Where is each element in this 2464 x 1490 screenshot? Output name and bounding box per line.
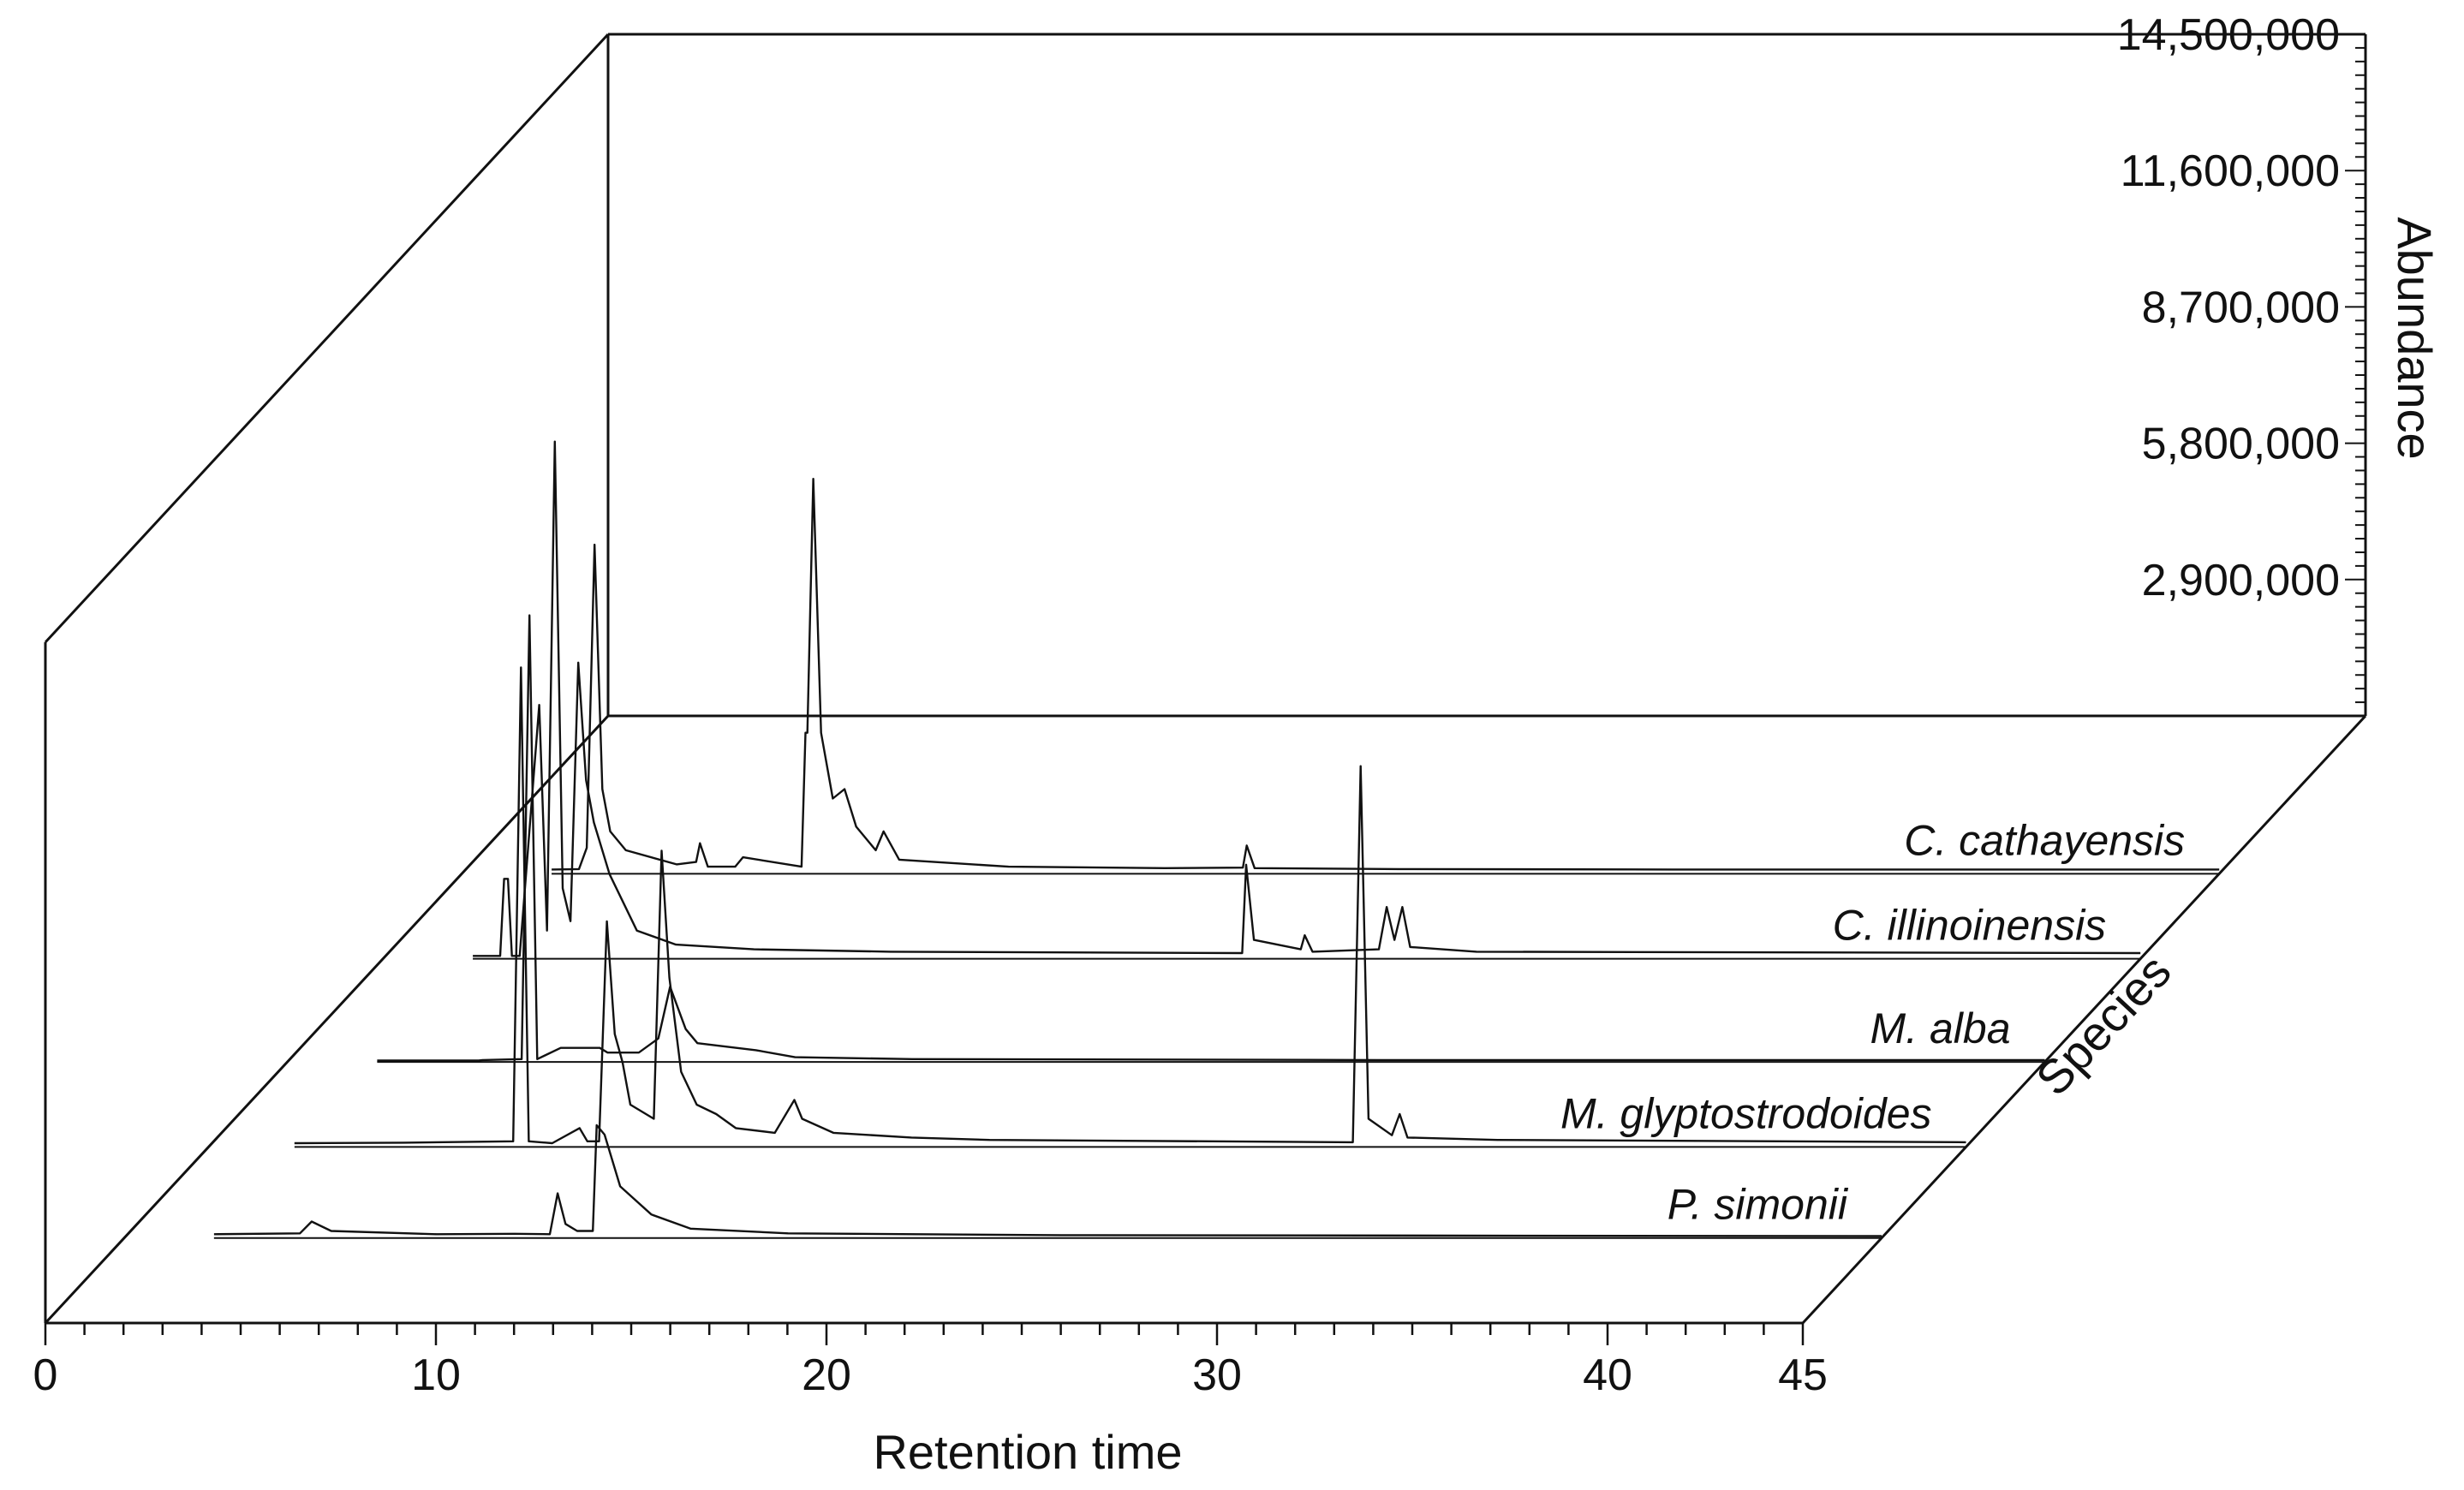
x-axis-title: Retention time <box>873 1425 1182 1479</box>
x-tick-label: 10 <box>411 1350 461 1400</box>
series-label: M. glyptostrodoides <box>1560 1089 1932 1137</box>
series-p-simonii: P. simonii <box>213 1123 1882 1239</box>
x-tick-label: 20 <box>802 1350 851 1400</box>
series-c-illinoinensis: C. illinoinensis <box>473 440 2141 960</box>
series-layer: P. simonii M. glyptostrodoides M. alba C. i… <box>213 440 2220 1239</box>
y-tick-label: 14,500,000 <box>2117 10 2340 60</box>
y-axis-ticks: 2,900,000 5,800,000 8,700,000 11,600,000 14,… <box>2117 10 2366 717</box>
x-tick-label: 45 <box>1778 1350 1828 1400</box>
y-axis-title: Abundance <box>2388 217 2442 459</box>
series-label: P. simonii <box>1668 1181 1849 1229</box>
plot-frame <box>44 33 2367 1325</box>
series-label: M. alba <box>1870 1004 2011 1052</box>
series-c-cathayensis: C. cathayensis <box>552 478 2220 875</box>
series-trace <box>552 478 2220 871</box>
y-tick-label: 11,600,000 <box>2121 146 2340 196</box>
x-tick-label: 30 <box>1192 1350 1242 1400</box>
series-label: C. illinoinensis <box>1833 902 2107 950</box>
series-trace <box>473 440 2141 957</box>
series-trace <box>377 614 2045 1062</box>
series-label: C. cathayensis <box>1904 816 2185 864</box>
y-tick-label: 2,900,000 <box>2142 556 2340 605</box>
floor-right-edge <box>1801 714 2367 1325</box>
series-m-glyptostrodoides: M. glyptostrodoides <box>294 666 1966 1148</box>
x-axis-ticks: 0 10 20 30 40 45 <box>33 1323 1828 1400</box>
x-tick-label: 40 <box>1583 1350 1632 1400</box>
z-axis-title: Species <box>2025 944 2181 1106</box>
series-m-alba: M. alba <box>377 614 2045 1064</box>
y-tick-label: 8,700,000 <box>2142 283 2340 332</box>
series-trace <box>213 1123 1882 1237</box>
floor-left-edge <box>44 714 610 1325</box>
x-tick-label: 0 <box>33 1350 58 1400</box>
y-tick-label: 5,800,000 <box>2142 420 2340 469</box>
left-top-diagonal-edge <box>44 33 610 644</box>
series-trace <box>294 666 1966 1145</box>
